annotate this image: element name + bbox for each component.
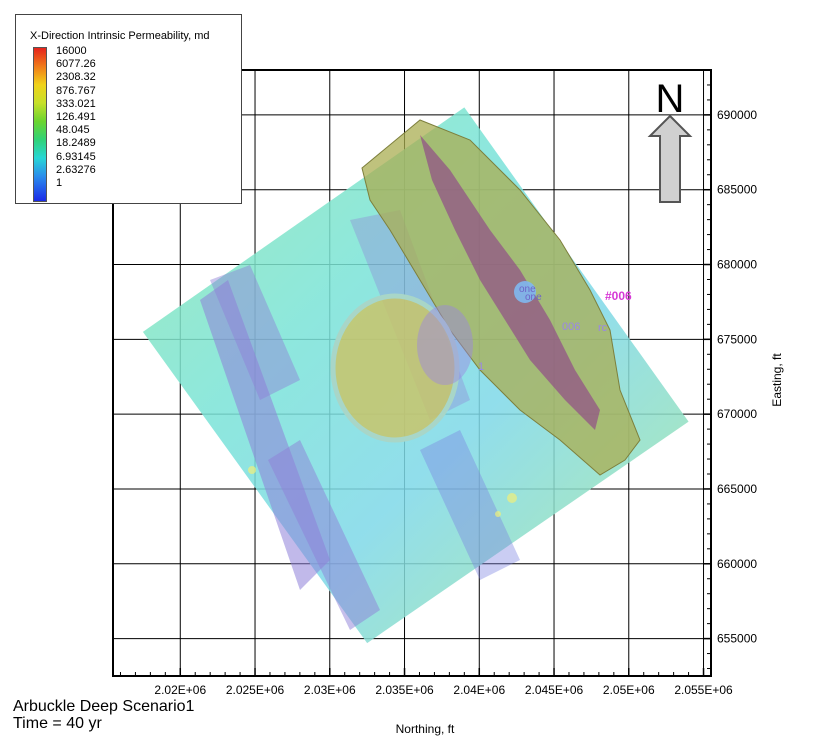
x-axis-title: Northing, ft [396,722,455,736]
north-label: N [656,77,685,121]
x-tick-label: 2.055E+06 [674,683,733,697]
high-perm-spot [248,466,256,474]
x-tick-label: 2.045E+06 [525,683,584,697]
scenario-title: Arbuckle Deep Scenario1 [13,698,195,715]
legend-label: 1 [56,177,63,189]
x-tick-label: 2.04E+06 [453,683,505,697]
time-label: Time = 40 yr [13,715,102,732]
legend-label: 6.93145 [56,151,96,163]
legend-label: 2.63276 [56,164,96,176]
well-label: rc [598,322,608,334]
y-tick-label: 670000 [717,407,757,421]
y-tick-label: 655000 [717,632,757,646]
plume-oval [330,293,460,443]
well-label: one [525,292,542,303]
well-label: one [519,284,536,295]
legend-label: 48.045 [56,124,90,136]
permeability-field [142,107,689,644]
x-axis-ticks: 2.02E+06 2.025E+06 2.03E+06 2.035E+06 2.04E+… [119,668,733,697]
north-arrow-icon [647,114,693,203]
well-label: 006 [562,321,580,333]
y-tick-label: 675000 [717,332,757,346]
low-perm-band [210,265,300,400]
y-tick-label: 685000 [717,183,757,197]
plume-core [420,135,600,430]
y-tick-label: 680000 [717,258,757,272]
x-tick-label: 2.05E+06 [603,683,655,697]
legend-title: X-Direction Intrinsic Permeability, md [30,30,210,42]
legend-label: 6077.26 [56,58,96,70]
legend-label: 333.021 [56,98,96,110]
y-tick-label: 690000 [717,108,757,122]
y-tick-label: 660000 [717,557,757,571]
legend-label: 126.491 [56,111,96,123]
north-arrow: N [647,77,693,203]
well-label: 1 [478,361,484,373]
x-tick-label: 2.03E+06 [304,683,356,697]
legend-label: 2308.32 [56,71,96,83]
y-axis-title: Easting, ft [770,353,784,407]
x-tick-label: 2.025E+06 [226,683,285,697]
low-perm-band [268,440,380,630]
high-perm-spot [495,511,501,517]
legend-label: 876.767 [56,85,96,97]
well-marker [514,281,536,303]
well-label: #006 [605,289,632,303]
y-axis-ticks: 690000 685000 680000 675000 670000 665000 6600… [703,69,757,670]
plume-oval-shadow [417,305,473,385]
y-tick-label: 665000 [717,482,757,496]
low-perm-band [420,430,520,580]
x-tick-label: 2.02E+06 [154,683,206,697]
well-labels: #006 one one 006 rc 1 [478,284,632,373]
legend-label: 18.2489 [56,137,96,149]
legend-label: 16000 [56,45,87,57]
legend-color-bar [33,47,47,202]
x-tick-label: 2.035E+06 [375,683,434,697]
high-perm-spot [507,493,517,503]
colorbar-legend: X-Direction Intrinsic Permeability, md 1… [15,14,242,204]
